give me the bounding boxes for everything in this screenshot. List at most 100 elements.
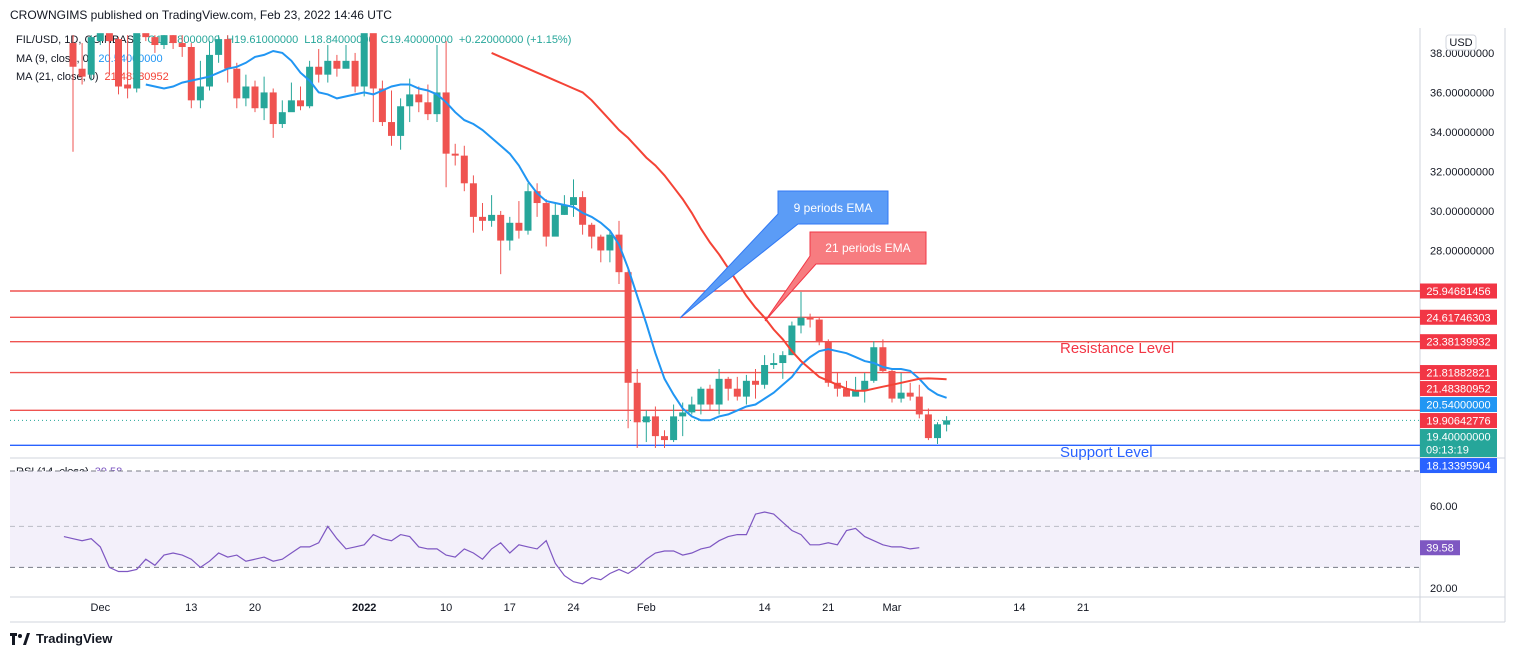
- candle-body: [661, 436, 668, 441]
- candle-body: [815, 319, 823, 342]
- candle-body: [551, 214, 559, 237]
- candle: [515, 201, 523, 239]
- candle-body: [87, 37, 95, 75]
- candle-body: [633, 382, 641, 423]
- candle-body: [579, 197, 587, 225]
- candle-body: [852, 390, 860, 397]
- candle-body: [488, 214, 496, 221]
- publish-header: CROWNGIMS published on TradingView.com, …: [10, 8, 392, 22]
- ma9-value: 20.54000000: [98, 53, 163, 65]
- candle-body: [906, 392, 914, 397]
- time-tick-label: 21: [822, 602, 834, 614]
- rsi-tick-label: 60.00: [1430, 501, 1458, 513]
- candle-body: [224, 39, 232, 69]
- price-tag: [1420, 283, 1497, 299]
- candle: [497, 210, 505, 275]
- price-tag: [1420, 413, 1497, 429]
- price-tag-label: 23.38139932: [1426, 337, 1490, 349]
- close-value: C19.40000000: [380, 34, 453, 46]
- price-tag: [1420, 458, 1497, 474]
- candle: [142, 33, 150, 42]
- candle-body: [69, 43, 77, 67]
- candle: [133, 33, 141, 93]
- candle: [251, 80, 259, 113]
- candle: [388, 90, 395, 146]
- candle: [160, 35, 168, 49]
- candle-body: [269, 92, 277, 125]
- candle: [488, 195, 496, 227]
- candle: [633, 368, 641, 448]
- candle-body: [934, 424, 941, 439]
- candle: [178, 35, 186, 57]
- price-tick-label: 34.00000000: [1430, 127, 1494, 139]
- candle-body: [843, 388, 850, 397]
- candle-body: [105, 33, 113, 42]
- tradingview-icon: [10, 632, 30, 645]
- candle-body: [752, 380, 759, 385]
- rsi-tick-label: 20.00: [1430, 583, 1458, 595]
- price-tag-label: 19.90642776: [1426, 416, 1490, 428]
- time-tick-label: Feb: [637, 602, 656, 614]
- ema21-callout: [764, 231, 927, 322]
- candle: [342, 45, 350, 69]
- candle-body: [460, 155, 468, 184]
- candle-body: [797, 317, 805, 326]
- candle-body: [115, 39, 122, 87]
- candle-body: [96, 33, 104, 42]
- candle-body: [806, 317, 814, 320]
- candle: [169, 35, 177, 49]
- candle: [433, 45, 441, 123]
- candle: [69, 35, 77, 152]
- low-value: L18.84000000: [304, 34, 375, 46]
- candle-body: [779, 355, 787, 364]
- candle-body: [178, 43, 186, 47]
- candle-body: [151, 37, 159, 46]
- candle: [406, 78, 414, 123]
- candle: [715, 368, 723, 415]
- candle: [570, 179, 577, 217]
- price-tag: [1420, 309, 1497, 325]
- candle: [806, 313, 814, 328]
- candle: [779, 351, 787, 379]
- candle-body: [715, 378, 723, 405]
- price-tag-label: 18.13395904: [1426, 461, 1490, 473]
- candle-body: [606, 234, 614, 251]
- candle-body: [324, 60, 332, 75]
- candle: [524, 183, 532, 235]
- candle: [742, 374, 750, 405]
- price-tick-label: 32.00000000: [1430, 166, 1494, 178]
- candle: [415, 86, 423, 113]
- resistance-level-label: Resistance Level: [1060, 340, 1174, 357]
- high-value: H19.61000000: [226, 34, 299, 46]
- price-tag-label: 21.48380952: [1426, 384, 1490, 396]
- time-tick-label: 21: [1077, 602, 1089, 614]
- candle-body: [378, 88, 386, 123]
- candle-body: [278, 112, 286, 125]
- candle: [906, 382, 914, 401]
- tradingview-logo[interactable]: TradingView: [10, 631, 112, 646]
- candle-body: [788, 325, 796, 356]
- candle: [215, 35, 223, 63]
- candle: [506, 216, 514, 251]
- candle-body: [670, 416, 678, 441]
- candle: [206, 41, 213, 91]
- candle: [306, 60, 314, 109]
- candle: [451, 143, 459, 166]
- candle: [351, 52, 359, 93]
- candle: [861, 372, 869, 403]
- candle-body: [924, 414, 932, 439]
- candle: [378, 80, 386, 127]
- currency-badge-label: USD: [1449, 37, 1472, 49]
- candle: [224, 35, 232, 83]
- candle-body: [570, 197, 577, 206]
- candle-body: [542, 203, 550, 237]
- price-tag: [1420, 429, 1497, 458]
- candle: [788, 321, 796, 356]
- time-tick-label: 13: [185, 602, 197, 614]
- candle-body: [133, 33, 141, 89]
- candle-body: [388, 122, 395, 136]
- candle-body: [688, 404, 696, 413]
- candle: [278, 100, 286, 128]
- candle-body: [397, 106, 405, 136]
